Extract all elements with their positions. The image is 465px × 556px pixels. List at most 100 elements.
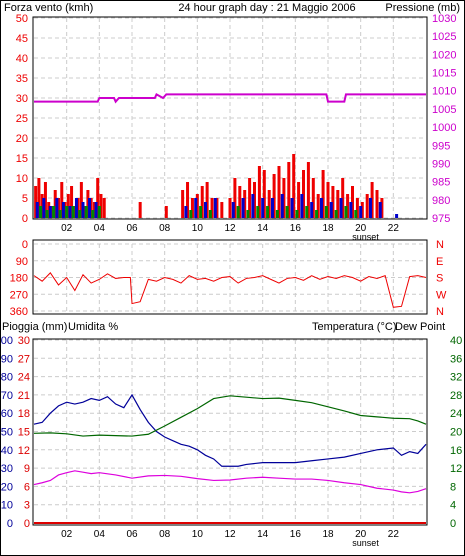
calm-wind-bar: [246, 210, 250, 218]
gust-bar: [331, 186, 335, 218]
climate-x-tick-label: 20: [355, 529, 367, 540]
gust-bar: [282, 178, 286, 218]
gust-bar: [138, 202, 142, 218]
gust-bar: [365, 194, 369, 218]
temperature-tick-label: 28: [450, 390, 462, 402]
compass-label: N: [436, 239, 444, 251]
pressure-tick-label: 985: [432, 177, 450, 189]
average-wind-bar: [74, 198, 78, 218]
gust-bar: [73, 206, 77, 218]
average-wind-bar: [359, 206, 363, 218]
humidity-tick-label: 80: [1, 372, 13, 384]
pressure-tick-label: 980: [432, 195, 450, 207]
wind-tick-label: 45: [16, 33, 28, 45]
gust-bar: [233, 178, 237, 218]
gust-bar: [248, 178, 252, 218]
average-wind-bar: [300, 194, 304, 218]
gust-bar: [311, 178, 315, 218]
average-wind-bar: [194, 198, 198, 218]
humidity-axis-title: Umidita %: [68, 321, 118, 333]
average-wind-bar: [42, 198, 46, 218]
average-wind-bar: [329, 202, 333, 218]
wind-x-tick-label: 02: [61, 223, 73, 234]
wind-tick-label: 50: [16, 13, 28, 25]
humidity-tick-label: 30: [1, 463, 13, 475]
pressure-tick-label: 1010: [432, 86, 456, 98]
humidity-tick-label: 0: [7, 518, 13, 530]
average-wind-bar: [35, 202, 39, 218]
gust-bar: [76, 198, 80, 218]
rain-tick-label: 18: [18, 408, 30, 420]
average-wind-bar: [349, 202, 353, 218]
wind-tick-label: 5: [22, 193, 28, 205]
climate-x-tick-label: 14: [257, 529, 269, 540]
wind-tick-label: 25: [16, 113, 28, 125]
humidity-tick-label: 90: [1, 353, 13, 365]
average-wind-bar: [251, 194, 255, 218]
climate-x-tick-label: 22: [388, 529, 400, 540]
rain-tick-label: 6: [24, 481, 30, 493]
calm-wind-bar: [295, 210, 299, 218]
calm-wind-bar: [344, 206, 348, 218]
calm-wind-bar: [199, 206, 203, 218]
gust-bar: [195, 194, 199, 218]
calm-wind-bar: [208, 210, 212, 218]
average-wind-bar: [261, 198, 265, 218]
temperature-tick-label: 36: [450, 353, 462, 365]
calm-wind-bar: [315, 210, 319, 218]
calm-wind-bar: [256, 206, 260, 218]
gust-bar: [57, 198, 60, 218]
gust-bar: [66, 194, 70, 218]
compass-label: N: [436, 306, 444, 318]
average-wind-bar: [48, 206, 52, 218]
gust-bar: [336, 190, 340, 218]
gust-bar: [102, 198, 106, 218]
calm-wind-bar: [354, 210, 358, 218]
temperature-tick-label: 40: [450, 335, 462, 347]
gust-bar: [341, 178, 345, 218]
rain-axis-title: Pioggia (mm): [2, 321, 67, 333]
marks-layer: [33, 92, 427, 524]
climate-sunset-label: sunset: [352, 538, 379, 548]
compass-label: W: [436, 289, 447, 301]
average-wind-bar: [339, 198, 343, 218]
wind-x-tick-label: 20: [355, 223, 367, 234]
wind-tick-label: 20: [16, 133, 28, 145]
wind-x-tick-label: 06: [126, 223, 138, 234]
pressure-tick-label: 975: [432, 213, 450, 225]
gust-bar: [164, 206, 168, 218]
pressure-tick-label: 1015: [432, 68, 456, 80]
gust-bar: [267, 190, 271, 218]
gust-bar: [89, 198, 93, 218]
gust-bar: [63, 202, 67, 218]
wind-x-tick-label: 08: [159, 223, 171, 234]
gust-bar: [360, 202, 364, 218]
humidity-tick-label: 50: [1, 427, 13, 439]
average-wind-bar: [395, 214, 399, 218]
climate-x-tick-label: 02: [61, 529, 73, 540]
gust-bar: [40, 194, 44, 218]
gust-bar: [238, 186, 242, 218]
gust-bar: [96, 178, 100, 218]
gust-bar: [200, 186, 204, 218]
climate-x-tick-label: 04: [94, 529, 106, 540]
gust-bar: [243, 190, 247, 218]
calm-wind-bar: [334, 210, 338, 218]
pressure-axis-title: Pressione (mb): [385, 2, 460, 14]
calm-wind-bar: [65, 206, 69, 218]
wind-x-tick-label: 10: [192, 223, 204, 234]
temperature-tick-label: 32: [450, 372, 462, 384]
wind-x-tick-label: 18: [322, 223, 334, 234]
gust-bar: [83, 206, 87, 218]
calm-wind-bar: [45, 210, 49, 218]
temperature-line: [33, 395, 427, 437]
average-wind-bar: [241, 198, 245, 218]
direction-tick-label: 0: [22, 239, 28, 251]
gust-bar: [210, 198, 214, 218]
wind-panel: [32, 16, 428, 220]
gust-bar: [277, 166, 281, 218]
average-wind-bar: [319, 198, 323, 218]
rain-tick-label: 0: [24, 518, 30, 530]
gust-bar: [92, 202, 96, 218]
temperature-tick-label: 0: [450, 518, 456, 530]
